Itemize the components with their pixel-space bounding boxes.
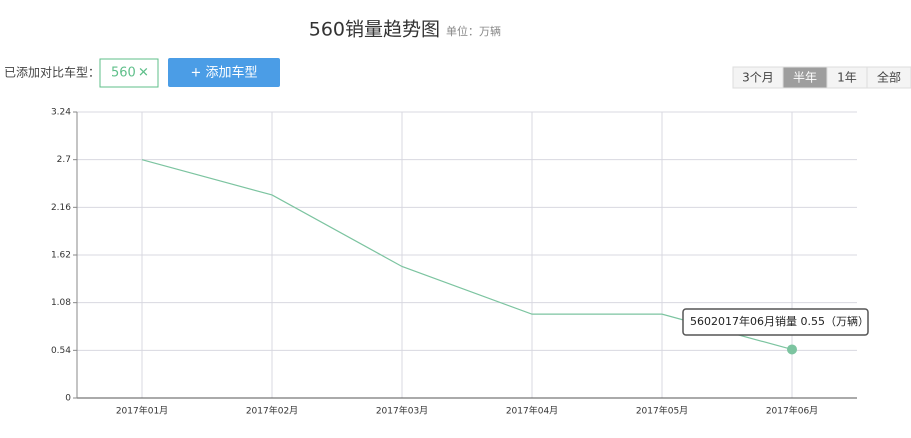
range-button-bg <box>866 66 911 89</box>
y-tick-label: 1.08 <box>51 298 71 308</box>
range-button[interactable]: 半年 <box>782 66 828 89</box>
x-tick-label: 2017年04月 <box>506 405 558 417</box>
x-tick-label: 2017年02月 <box>246 405 298 417</box>
add-button-label: + 添加车型 <box>190 65 257 81</box>
range-button-label: 1年 <box>837 71 857 85</box>
chart-subtitle: 单位：万辆 <box>446 24 501 38</box>
y-tick-label: 2.16 <box>51 203 71 213</box>
y-tick-label: 2.7 <box>57 155 71 165</box>
y-tick-label: 0 <box>65 394 71 404</box>
x-tick-label: 2017年01月 <box>116 405 168 417</box>
add-button-bg <box>168 58 280 87</box>
chip-remove[interactable]: ✕ <box>138 66 149 81</box>
y-tick-label: 1.62 <box>51 251 71 261</box>
range-button[interactable]: 1年 <box>826 66 868 89</box>
compare-label: 已添加对比车型： <box>4 65 100 80</box>
hover-point <box>787 344 797 355</box>
range-button[interactable]: 全部 <box>866 66 911 89</box>
y-tick-label: 0.54 <box>51 346 71 356</box>
chip-box <box>99 58 159 88</box>
compare-chip[interactable]: 560 ✕ <box>99 58 159 88</box>
x-tick-label: 2017年03月 <box>376 405 428 417</box>
y-tick-label: 3.24 <box>51 108 71 118</box>
range-button[interactable]: 3个月 <box>732 66 784 89</box>
x-tick-label: 2017年06月 <box>766 405 818 417</box>
range-selector: 3个月 半年 1年 全部 <box>732 66 911 89</box>
x-tick-label: 2017年05月 <box>636 405 688 417</box>
chip-label: 560 <box>111 66 136 81</box>
add-button[interactable]: + 添加车型 <box>168 58 280 87</box>
range-button-label: 3个月 <box>742 71 774 85</box>
chart-title: 560销量趋势图 <box>309 19 440 41</box>
range-button-label: 半年 <box>793 71 817 85</box>
tooltip-box <box>682 308 869 336</box>
tooltip-text: 5602017年06月销量 0.55（万辆） <box>690 314 869 328</box>
tooltip: 5602017年06月销量 0.55（万辆） <box>682 308 869 336</box>
range-button-label: 全部 <box>877 70 901 85</box>
plot: 0 0.54 1.08 1.62 2.16 2.7 3.24 2017年01月 2017年02月… <box>51 108 869 417</box>
